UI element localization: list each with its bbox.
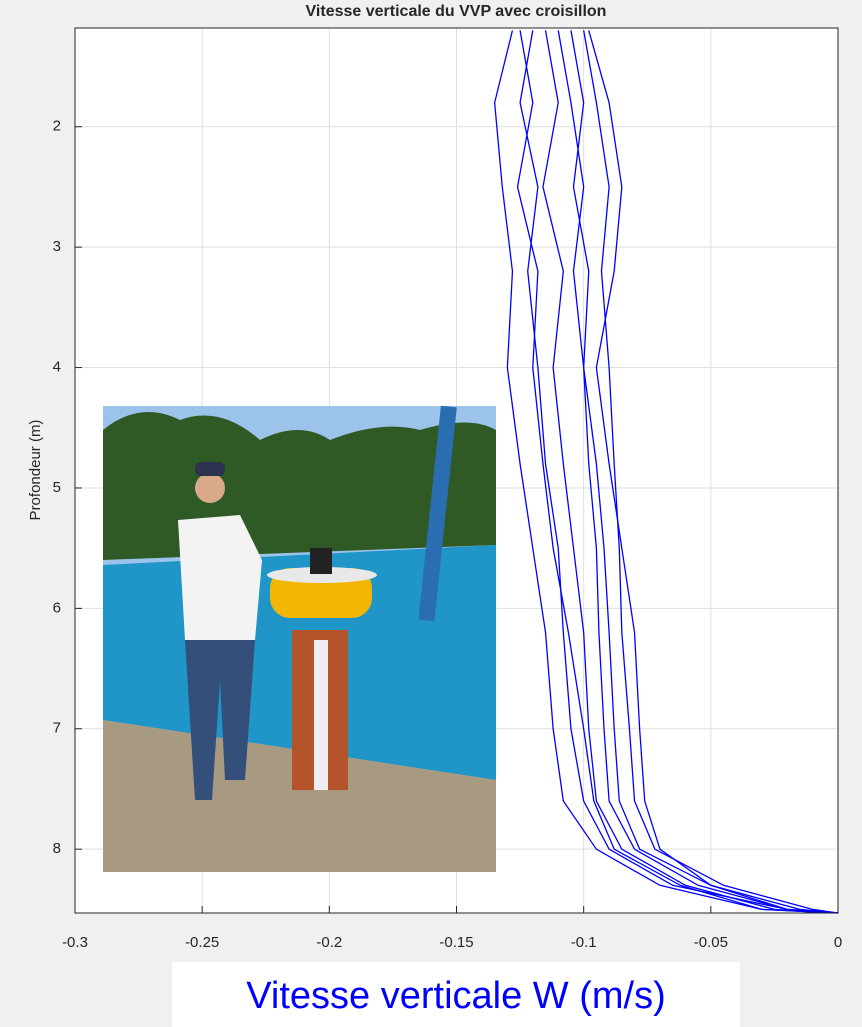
x-label-box	[172, 962, 740, 1027]
photo-tube	[314, 640, 328, 790]
chart-title: Vitesse verticale du VVP avec croisillon	[306, 3, 607, 20]
x-tick-label: -0.15	[439, 934, 473, 951]
photo-jeans	[185, 640, 255, 800]
photo-cap	[195, 462, 225, 476]
profile-line	[583, 30, 839, 914]
photo-inset	[103, 405, 496, 872]
photo-top	[310, 548, 332, 574]
axes-box	[74, 27, 839, 914]
photo-shirt	[178, 515, 262, 640]
x-tick-label: -0.05	[694, 934, 728, 951]
y-tick-label: 6	[53, 599, 61, 616]
y-tick-label: 4	[53, 359, 61, 376]
photo-pole	[418, 405, 457, 622]
x-tick-label: -0.25	[185, 934, 219, 951]
photo-head	[195, 473, 225, 503]
profile-line	[557, 30, 839, 914]
y-axis-label: Profondeur (m)	[27, 420, 44, 521]
profile-line	[516, 30, 833, 914]
y-tick-label: 2	[53, 118, 61, 135]
x-tick-label: -0.2	[316, 934, 342, 951]
x-tick-label: -0.1	[571, 934, 597, 951]
profile-line	[570, 30, 839, 914]
x-tick-label: 0	[834, 934, 842, 951]
y-tick-label: 5	[53, 479, 61, 496]
profile-line	[588, 30, 839, 914]
profile-line	[493, 30, 839, 914]
x-tick-label: -0.3	[62, 934, 88, 951]
photo-disc	[267, 567, 377, 583]
y-tick-label: 8	[53, 840, 61, 857]
y-tick-label: 3	[53, 238, 61, 255]
profile-line	[542, 30, 826, 914]
y-tick-label: 7	[53, 720, 61, 737]
x-axis-label: Vitesse verticale W (m/s)	[246, 975, 665, 1017]
